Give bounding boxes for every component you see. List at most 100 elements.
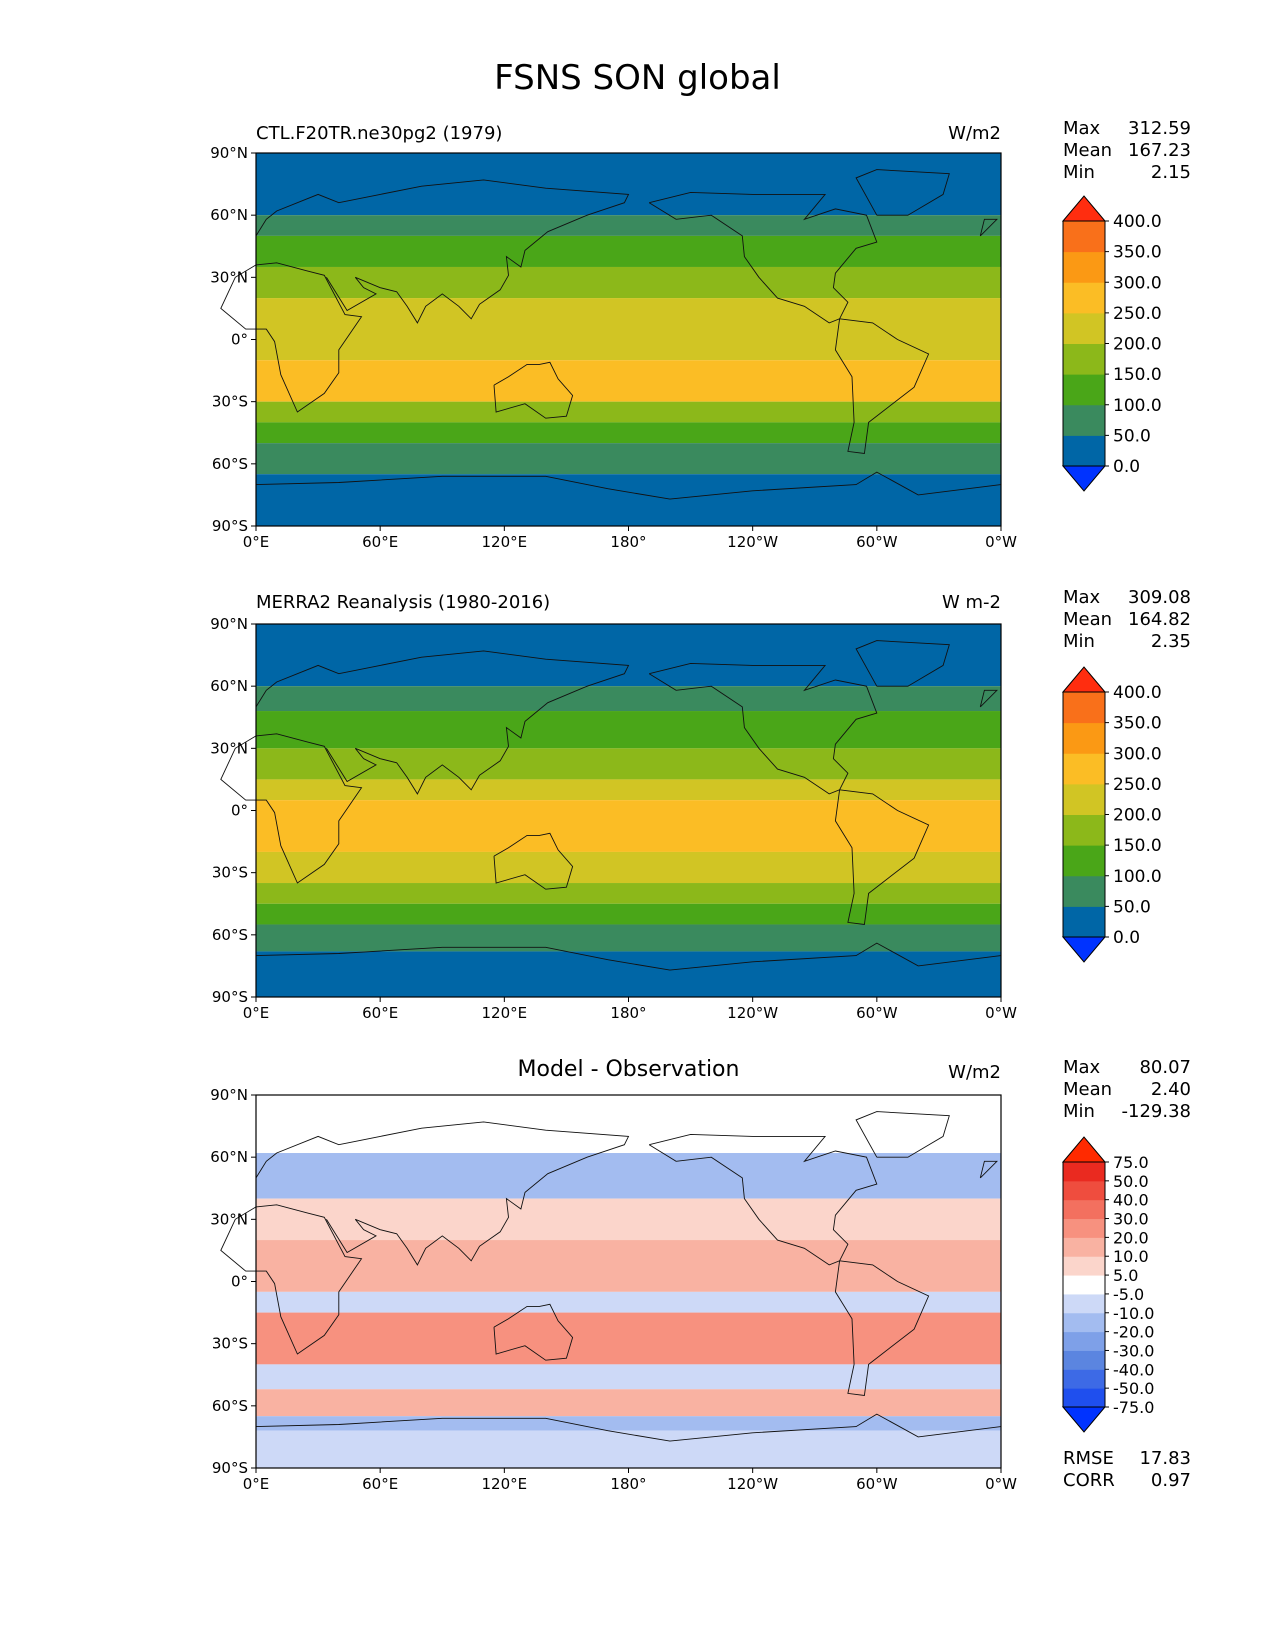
colorbar-tick-label: 300.0 <box>1113 273 1162 293</box>
colorbar-tick-label: 5.0 <box>1113 1266 1138 1285</box>
coastline <box>979 1160 998 1179</box>
coastline <box>855 640 950 687</box>
coastline <box>255 942 1002 971</box>
colorbar-tick-label: 75.0 <box>1113 1153 1149 1172</box>
colorbar-tick-label: -30.0 <box>1113 1341 1154 1360</box>
lat-tick-label: 30°S <box>212 1335 248 1353</box>
lat-tick-label: 0° <box>231 802 248 820</box>
lon-tick-label: 120°W <box>727 1475 778 1493</box>
lon-tick-label: 60°E <box>362 1475 398 1493</box>
lat-tick-label: 90°N <box>210 615 248 633</box>
colorbar-tick-label: 50.0 <box>1113 1172 1149 1191</box>
coastline <box>493 832 574 890</box>
data-band-7 <box>256 422 1001 444</box>
colorbar-segment <box>1063 1369 1105 1389</box>
data-band-5 <box>256 1312 1001 1365</box>
lat-tick-label: 90°S <box>212 988 248 1006</box>
panel2-title-right: W m-2 <box>941 592 1001 613</box>
lon-tick-label: 120°E <box>482 1475 528 1493</box>
colorbar-segment <box>1063 1275 1105 1295</box>
coastline <box>855 169 950 216</box>
data-band-1 <box>256 1153 1001 1199</box>
colorbar-tick-label: 400.0 <box>1113 683 1162 703</box>
data-band-0 <box>256 1095 1001 1154</box>
colorbar-tick-label: 300.0 <box>1113 744 1162 764</box>
panel3-title-right: W/m2 <box>948 1062 1001 1083</box>
lon-tick-label: 60°E <box>362 1004 398 1022</box>
colorbar-extend-max <box>1061 666 1107 693</box>
data-band-1 <box>256 215 1001 236</box>
data-band-2 <box>256 711 1001 749</box>
data-band-2 <box>256 1198 1001 1241</box>
colorbar-tick-label: 350.0 <box>1113 714 1162 734</box>
data-band-8 <box>256 1416 1001 1431</box>
data-band-5 <box>256 360 1001 402</box>
lat-tick-label: 90°S <box>212 517 248 535</box>
coastline <box>220 262 363 413</box>
coastline <box>220 733 363 884</box>
lat-tick-label: 0° <box>231 1273 248 1291</box>
map-panel-test: 90°N 60°N 30°N 0° 30°S 60°S 90°S0°E 60°E 120°E 18… <box>210 144 1017 551</box>
lon-tick-label: 0°E <box>243 533 270 551</box>
panel3-error-stats: RMSE 17.83 CORR 0.97 <box>1063 1448 1191 1491</box>
lat-tick-label: 30°N <box>210 268 248 286</box>
lat-tick-label: 30°N <box>210 739 248 757</box>
colorbar-tick-label: 200.0 <box>1113 335 1162 355</box>
colorbar-extend-min <box>1061 1406 1107 1433</box>
lon-tick-label: 0°W <box>985 1004 1017 1022</box>
colorbar-tick-label: 250.0 <box>1113 775 1162 795</box>
colorbar-tick-label: 30.0 <box>1113 1210 1149 1229</box>
data-band-3 <box>256 748 1001 780</box>
lon-tick-label: 0°W <box>985 1475 1017 1493</box>
coastline <box>648 191 878 324</box>
colorbar-tick-label: 0.0 <box>1113 928 1140 948</box>
lat-tick-label: 60°S <box>212 926 248 944</box>
coastline <box>493 361 574 419</box>
data-band-8 <box>256 903 1001 925</box>
colorbar-tick-label: -10.0 <box>1113 1304 1154 1323</box>
lat-tick-label: 30°S <box>212 864 248 882</box>
coastline <box>255 1121 630 1266</box>
data-band-7 <box>256 883 1001 904</box>
lat-tick-label: 90°S <box>212 1459 248 1477</box>
colorbar-segment <box>1063 753 1105 785</box>
coastline <box>855 1111 950 1158</box>
lon-tick-label: 60°W <box>856 1004 898 1022</box>
panel2-stats: Max 309.08 Mean 164.82 Min 2.35 <box>1063 587 1191 652</box>
colorbar-reference: 0.0 50.0 100.0 150.0 200.0 250.0 300.0 350.0 400… <box>1061 666 1162 963</box>
data-band-4 <box>256 779 1001 801</box>
colorbar-tick-label: -40.0 <box>1113 1360 1154 1379</box>
lon-tick-label: 180° <box>610 533 646 551</box>
lat-tick-label: 0° <box>231 331 248 349</box>
colorbar-segment <box>1063 343 1105 375</box>
colorbar-segment <box>1063 374 1105 406</box>
colorbar-segment <box>1063 906 1105 938</box>
lon-tick-label: 180° <box>610 1475 646 1493</box>
data-band-3 <box>256 266 1001 299</box>
lon-tick-label: 60°W <box>856 1475 898 1493</box>
lon-tick-label: 120°W <box>727 1004 778 1022</box>
colorbar-tick-label: 100.0 <box>1113 867 1162 887</box>
colorbar-segment <box>1063 692 1105 724</box>
lat-tick-label: 60°N <box>210 1148 248 1166</box>
data-band-7 <box>256 1389 1001 1417</box>
data-band-6 <box>256 851 1001 884</box>
colorbar-segment <box>1063 1350 1105 1370</box>
panel2-title-left: MERRA2 Reanalysis (1980-2016) <box>256 592 551 613</box>
colorbar-tick-label: 50.0 <box>1113 426 1151 446</box>
data-band-8 <box>256 443 1001 475</box>
lon-tick-label: 60°E <box>362 533 398 551</box>
colorbar-segment <box>1063 251 1105 283</box>
lon-tick-label: 120°E <box>482 533 528 551</box>
lat-tick-label: 30°N <box>210 1210 248 1228</box>
lat-tick-label: 60°S <box>212 1397 248 1415</box>
colorbar-segment <box>1063 722 1105 754</box>
colorbar-segment <box>1063 312 1105 344</box>
coastline <box>834 1260 930 1397</box>
lat-tick-label: 90°N <box>210 1086 248 1104</box>
colorbar-test: 0.0 50.0 100.0 150.0 200.0 250.0 300.0 350.0 400… <box>1061 195 1162 492</box>
colorbar-segment <box>1063 1388 1105 1408</box>
colorbar-extend-min <box>1061 936 1107 963</box>
colorbar-tick-label: 350.0 <box>1113 243 1162 263</box>
colorbar-segment <box>1063 221 1105 253</box>
